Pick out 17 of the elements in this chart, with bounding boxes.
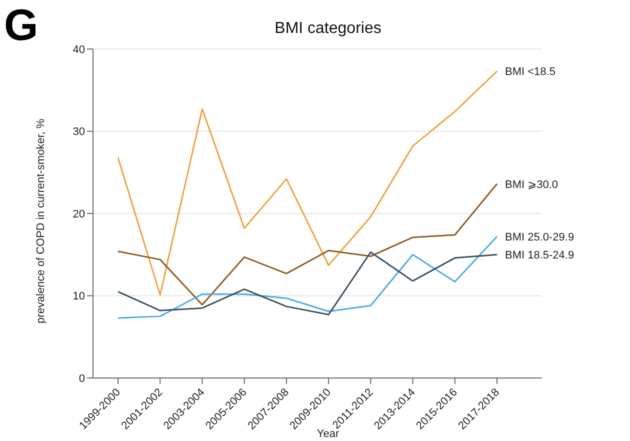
series-label: BMI 25.0-29.9	[505, 232, 574, 244]
series-label: BMI <18.5	[505, 66, 556, 78]
line-series	[117, 236, 498, 319]
text: G	[4, 0, 38, 52]
y-tick-label: 10	[72, 290, 85, 303]
y-tick-label: 30	[72, 126, 85, 138]
y-axis-title: prevalence of COPD in current-smoker, %	[34, 118, 47, 324]
y-tick-label: 0	[78, 372, 85, 385]
x-axis-title: Year	[316, 428, 340, 440]
y-tick-label: 20	[72, 208, 85, 220]
line-series	[117, 183, 498, 306]
y-tick-label: 40	[72, 44, 85, 56]
line-series	[117, 70, 498, 296]
series-label: BMI 18.5-24.9	[505, 250, 574, 262]
chart-title: BMI categories	[274, 20, 382, 38]
series-label: BMI ⩾30.0	[505, 178, 558, 191]
line-series	[117, 251, 498, 316]
